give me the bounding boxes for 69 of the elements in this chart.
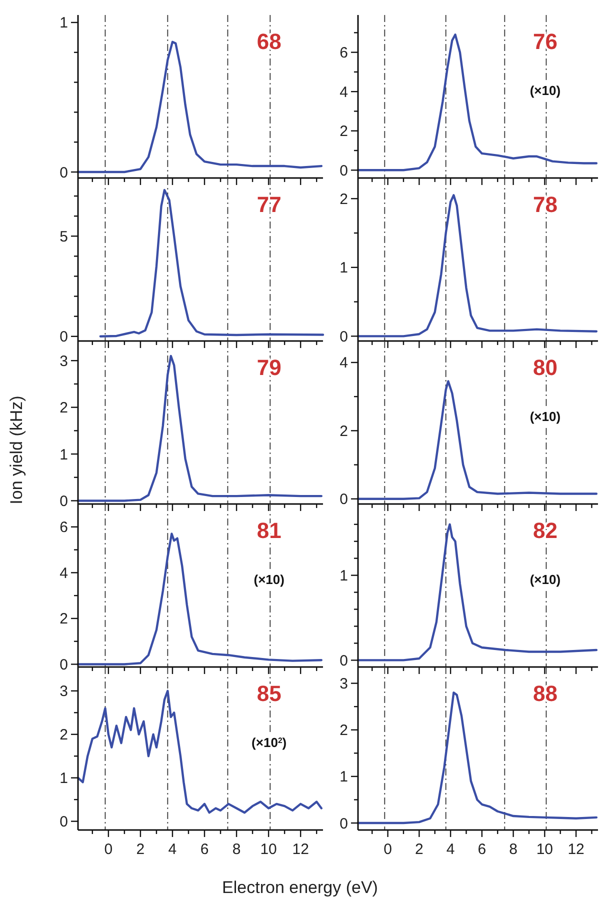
y-tick-label: 0 <box>340 328 348 346</box>
annotation: (×10) <box>530 409 561 424</box>
line-series <box>356 380 598 500</box>
annotation: (×10) <box>254 572 284 587</box>
x-tick-label: 4 <box>446 841 455 858</box>
line-series <box>356 34 598 172</box>
annotation: (×10$^{2}$) <box>252 735 287 750</box>
y-tick-label: 3 <box>60 683 68 700</box>
x-tick-label: 2 <box>415 841 424 858</box>
y-tick-label: 3 <box>60 352 68 370</box>
y-tick-label: 1 <box>340 768 348 786</box>
x-tick-label: 10 <box>536 841 554 858</box>
y-tick-label: 1 <box>340 260 348 277</box>
y-tick-label: 4 <box>340 84 348 101</box>
y-tick-label: 1 <box>60 446 68 464</box>
x-tick-label: 6 <box>200 841 209 858</box>
y-tick-label: 4 <box>60 564 68 582</box>
x-tick-label: 12 <box>568 841 584 858</box>
x-tick-label: 2 <box>136 841 145 858</box>
x-tick-label: 10 <box>260 841 277 858</box>
text: 76 <box>532 29 558 54</box>
y-tick-label: 0 <box>340 491 348 508</box>
y-tick-label: 0 <box>60 328 68 346</box>
y-tick-label: 0 <box>60 164 68 182</box>
text: 82 <box>532 518 558 543</box>
y-tick-label: 1 <box>340 568 348 585</box>
text: 88 <box>532 681 558 706</box>
y-tick-label: 0 <box>60 492 68 510</box>
y-tick-label: 2 <box>340 190 348 208</box>
text: 85 <box>256 681 282 706</box>
y-tick-label: 2 <box>60 610 68 628</box>
x-tick-label: 4 <box>168 841 177 858</box>
y-tick-label: 0 <box>60 656 68 674</box>
line-series <box>99 188 324 338</box>
y-tick-label: 0 <box>340 815 348 832</box>
text: 68 <box>256 29 282 54</box>
line-series <box>76 354 322 502</box>
text: 77 <box>256 192 282 217</box>
x-tick-label: 12 <box>292 841 309 858</box>
y-tick-label: 6 <box>60 519 68 536</box>
text: 78 <box>532 192 558 217</box>
x-tick-label: 8 <box>509 841 518 858</box>
y-tick-label: 2 <box>60 726 68 744</box>
line-series <box>356 523 598 662</box>
y-tick-label: 2 <box>340 422 348 440</box>
y-tick-label: 6 <box>340 44 348 62</box>
y-tick-label: 1 <box>60 770 68 788</box>
y-tick-label: 5 <box>60 228 68 246</box>
text: 81 <box>256 518 282 543</box>
x-tick-label: 0 <box>104 841 113 858</box>
y-tick-label: 0 <box>340 652 348 670</box>
x-tick-label: 0 <box>384 841 392 858</box>
y-tick-label: 3 <box>340 676 348 693</box>
y-tick-label: 0 <box>60 814 68 831</box>
x-axis-title: Electron energy (eV) <box>222 878 378 897</box>
line-series <box>356 194 598 338</box>
y-tick-label: 0 <box>340 162 348 180</box>
y-tick-label: 2 <box>340 722 348 740</box>
annotation: (×10) <box>530 572 561 587</box>
annotation: (×10) <box>530 83 561 98</box>
text: 80 <box>532 355 558 380</box>
y-axis-title: Ion yield (kHz) <box>7 396 26 504</box>
text: 79 <box>256 355 282 380</box>
y-tick-label: 2 <box>340 123 348 140</box>
y-tick-label: 1 <box>60 14 68 32</box>
y-tick-label: 4 <box>340 354 348 372</box>
y-tick-label: 2 <box>60 400 68 417</box>
x-tick-label: 8 <box>232 841 241 858</box>
x-tick-label: 6 <box>478 841 486 858</box>
